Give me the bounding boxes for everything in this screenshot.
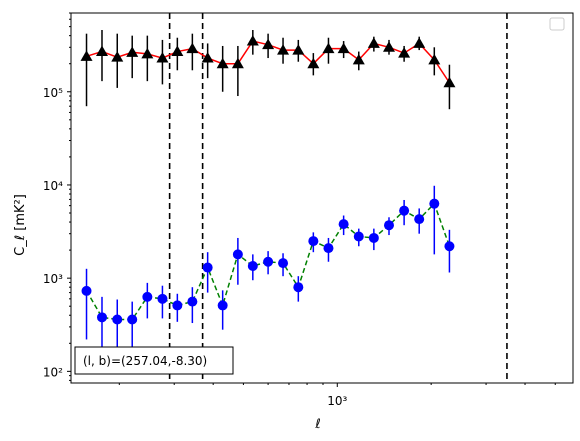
series-1-point-7 [187,296,198,307]
x-axis-ticks: 10³ [118,383,556,408]
y-tick-label-1: 10³ [43,272,63,286]
annotation-frame [74,346,234,375]
series-0-point-3 [126,46,139,57]
series-1-point-17 [338,219,349,230]
series-0-point-21 [398,47,411,58]
series-0-point-8 [201,52,214,63]
series-0-point-18 [352,53,365,65]
series-1 [81,185,455,361]
vertical-lines [168,13,508,383]
series-0-point-19 [367,37,380,48]
series-0-point-16 [322,42,335,54]
series-1-point-19 [368,232,379,243]
series-1-point-5 [157,293,168,304]
empty-legend [549,17,565,31]
series-0-point-10 [231,57,244,69]
x-tick-label-0: 10³ [327,394,347,408]
series-1-point-23 [429,198,440,209]
series-1-point-15 [308,236,319,247]
series-0-point-0 [80,50,93,61]
annotation-box: (l, b)=(257.04,-8.30) [74,346,234,375]
series-0-point-12 [262,38,275,50]
series-1-point-20 [383,220,394,231]
series-1-point-16 [323,243,334,254]
series-1-point-4 [142,291,153,302]
series-0-point-5 [156,52,169,63]
y-tick-label-0: 10² [43,365,63,379]
series-0-point-24 [443,76,456,88]
series-0-point-17 [337,42,350,54]
series-0-point-23 [428,53,441,65]
series-0-point-9 [216,57,229,69]
series-1-point-12 [263,256,274,267]
series-1-point-1 [96,312,107,323]
series-0-point-14 [292,44,305,55]
series-layer [80,29,456,361]
axes-frame [70,12,574,384]
series-1-point-6 [172,300,183,311]
series-1-point-24 [444,241,455,252]
series-0-point-7 [186,42,199,54]
series-1-point-14 [293,282,304,293]
series-1-point-0 [81,285,92,296]
y-tick-label-3: 10⁵ [43,86,63,100]
series-1-point-21 [399,205,410,216]
series-0-point-13 [277,44,290,55]
series-1-point-2 [112,314,123,325]
series-0-point-20 [382,41,395,52]
x-axis-label: ℓ [314,417,320,432]
series-0-point-11 [246,35,259,46]
series-1-point-8 [202,262,213,273]
series-1-point-18 [353,231,364,242]
series-0-point-6 [171,45,184,57]
series-0-point-1 [95,45,108,57]
series-1-point-11 [247,261,258,272]
series-1-point-13 [278,258,289,269]
series-1-point-3 [127,314,138,325]
y-axis-label: C_ℓ [mK²] [13,194,28,256]
series-0-point-15 [307,57,320,69]
series-1-point-10 [232,249,243,260]
series-1-point-9 [217,300,228,311]
plot-area [71,13,573,383]
y-tick-label-2: 10⁴ [43,179,63,193]
series-0-point-4 [141,47,154,59]
y-axis-ticks: 10² 10³ 10⁴ 10⁵ [43,12,71,381]
annotation-text: (l, b)=(257.04,-8.30) [83,354,207,368]
series-0-point-22 [413,37,426,48]
series-0-point-2 [111,51,124,62]
series-0 [80,29,456,110]
series-1-point-22 [414,214,425,225]
